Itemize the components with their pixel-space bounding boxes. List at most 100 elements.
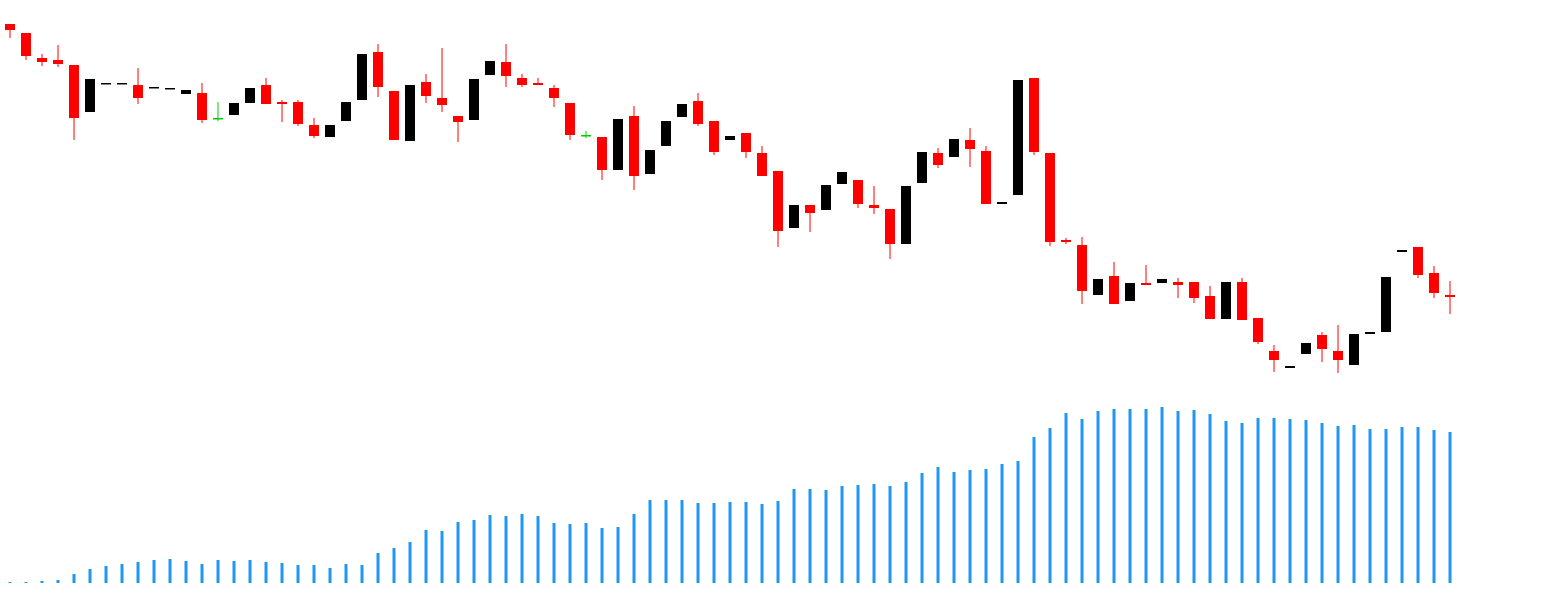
indicator-bar <box>376 553 380 583</box>
candle-body <box>101 83 111 85</box>
indicator-bar <box>440 531 444 583</box>
candle-body <box>261 85 271 104</box>
candle-body <box>549 88 559 98</box>
candle-body <box>1141 283 1151 285</box>
candle-body <box>405 85 415 141</box>
candle-body <box>149 87 159 89</box>
candle-body <box>1061 240 1071 242</box>
indicator-bar <box>1400 427 1404 583</box>
indicator-bar <box>200 564 204 583</box>
indicator-bar <box>392 548 396 583</box>
candle-body <box>117 83 127 85</box>
candle-body <box>789 205 799 228</box>
candle-body <box>1093 279 1103 295</box>
indicator-bar <box>1352 425 1356 583</box>
indicator-bar <box>1224 421 1228 583</box>
candle-body <box>1253 318 1263 342</box>
candle-body <box>309 125 319 136</box>
candle-body <box>357 54 367 100</box>
indicator-bar <box>1304 420 1308 583</box>
candle-body <box>133 85 143 98</box>
indicator-bar <box>168 559 172 583</box>
indicator-bar <box>1256 418 1260 583</box>
indicator-bar <box>1192 410 1196 583</box>
indicator-bar <box>1384 429 1388 583</box>
candle-body <box>1013 80 1023 195</box>
indicator-bar <box>872 484 876 583</box>
indicator-bar <box>1208 414 1212 583</box>
candle-body <box>885 209 895 244</box>
indicator-bar <box>536 516 540 583</box>
candle-body <box>421 82 431 96</box>
indicator-bar <box>712 503 716 583</box>
candle-body <box>981 151 991 204</box>
indicator-bar <box>584 523 588 583</box>
indicator-bar <box>72 574 76 583</box>
indicator-bar <box>888 486 892 583</box>
indicator-bar <box>792 489 796 583</box>
indicator-bar <box>1064 413 1068 583</box>
indicator-bar <box>680 500 684 583</box>
indicator-bar <box>952 472 956 583</box>
candle-body <box>181 90 191 94</box>
candle-body <box>1413 247 1423 275</box>
indicator-bar <box>296 565 300 583</box>
candle-body <box>53 60 63 64</box>
indicator-bar <box>552 523 556 583</box>
indicator-bar <box>1176 411 1180 583</box>
indicator-bar <box>616 527 620 583</box>
indicator-bar <box>664 500 668 583</box>
indicator-bar <box>568 524 572 583</box>
indicator-bar <box>600 528 604 583</box>
indicator-bar <box>328 568 332 583</box>
indicator-bar <box>152 560 156 583</box>
candle-body <box>773 171 783 231</box>
indicator-bar <box>920 473 924 583</box>
candle-body <box>277 102 287 104</box>
indicator-bar <box>136 562 140 583</box>
indicator-bar <box>808 489 812 583</box>
candle-body <box>245 88 255 103</box>
candle-body <box>709 121 719 152</box>
candle-body <box>613 119 623 170</box>
candle-body <box>69 65 79 118</box>
indicator-bar <box>8 582 12 583</box>
candle-body <box>741 133 751 152</box>
candle-body <box>1045 153 1055 242</box>
indicator-bar <box>408 542 412 583</box>
candle-body <box>37 58 47 62</box>
candle-body <box>805 205 815 213</box>
indicator-bar <box>1112 409 1116 583</box>
candle-body <box>229 103 239 115</box>
candle-body <box>581 135 591 137</box>
candle-body <box>1365 332 1375 334</box>
candle-body <box>677 104 687 117</box>
indicator-bar <box>1000 464 1004 583</box>
candle-body <box>901 186 911 244</box>
indicator-bar <box>1096 411 1100 583</box>
indicator-bar <box>1320 423 1324 583</box>
candle-body <box>1397 250 1407 252</box>
indicator-bar <box>840 486 844 583</box>
indicator-bar <box>1416 427 1420 583</box>
indicator-bar <box>984 469 988 583</box>
indicator-bar <box>1048 428 1052 583</box>
candle-body <box>1237 282 1247 320</box>
candle-body <box>1301 343 1311 354</box>
candle-body <box>437 98 447 105</box>
indicator-bar <box>1032 437 1036 583</box>
candle-body <box>373 52 383 87</box>
candle-body <box>725 136 735 140</box>
candle-body <box>693 101 703 124</box>
candle-body <box>1221 282 1231 319</box>
indicator-bar <box>648 500 652 583</box>
indicator-bar <box>1144 409 1148 583</box>
candle-body <box>1445 295 1455 297</box>
indicator-bar <box>1160 407 1164 583</box>
candle-body <box>837 172 847 184</box>
candle-body <box>85 79 95 112</box>
indicator-bar <box>760 504 764 583</box>
indicator-bar <box>520 514 524 583</box>
indicator-bar <box>1128 409 1132 583</box>
